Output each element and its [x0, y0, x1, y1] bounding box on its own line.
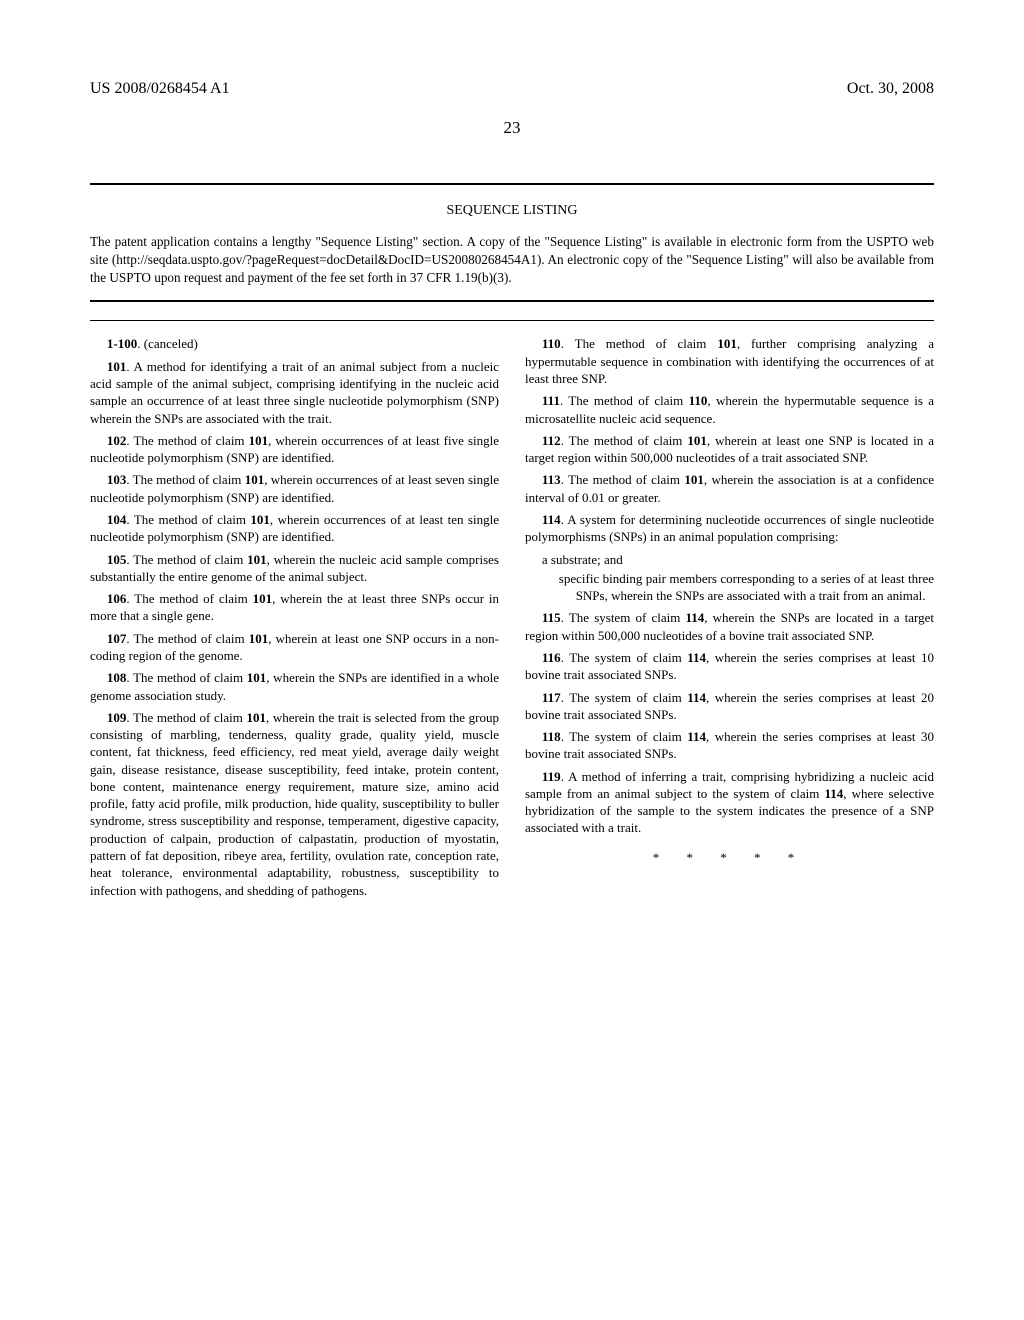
- claim-ref: 101: [247, 552, 267, 567]
- claim-1-100: 1-100. (canceled): [90, 335, 499, 352]
- claim-number: 115: [542, 610, 561, 625]
- claim-number: 107: [107, 631, 127, 646]
- claim-ref: 110: [689, 393, 708, 408]
- claim-number: 116: [542, 650, 561, 665]
- claim-number: 105: [107, 552, 127, 567]
- claim-text: . The method of claim: [126, 710, 246, 725]
- claim-text: . The method of claim: [126, 591, 252, 606]
- claim-number: 108: [107, 670, 127, 685]
- claim-text: . The method of claim: [126, 670, 246, 685]
- claim-ref: 101: [250, 512, 270, 527]
- claim-116: 116. The system of claim 114, wherein th…: [525, 649, 934, 684]
- claim-105: 105. The method of claim 101, wherein th…: [90, 551, 499, 586]
- claim-ref: 101: [249, 631, 269, 646]
- claim-109: 109. The method of claim 101, wherein th…: [90, 709, 499, 899]
- claim-117: 117. The system of claim 114, wherein th…: [525, 689, 934, 724]
- sequence-listing-body: The patent application contains a length…: [90, 233, 934, 286]
- claim-text: . A method for identifying a trait of an…: [90, 359, 499, 426]
- page-header: US 2008/0268454 A1 Oct. 30, 2008: [90, 80, 934, 98]
- claim-text: . The method of claim: [126, 472, 244, 487]
- claim-118: 118. The system of claim 114, wherein th…: [525, 728, 934, 763]
- claim-ref: 114: [825, 786, 844, 801]
- claim-115: 115. The system of claim 114, wherein th…: [525, 609, 934, 644]
- claim-119: 119. A method of inferring a trait, comp…: [525, 768, 934, 837]
- claim-ref: 101: [717, 336, 737, 351]
- claim-text: . A system for determining nucleotide oc…: [525, 512, 934, 544]
- page-number: 23: [90, 118, 934, 138]
- claim-number: 1-100: [107, 336, 137, 351]
- claim-number: 119: [542, 769, 561, 784]
- claim-text: . The system of claim: [561, 729, 688, 744]
- claim-number: 103: [107, 472, 127, 487]
- claim-106: 106. The method of claim 101, wherein th…: [90, 590, 499, 625]
- claim-number: 114: [542, 512, 561, 527]
- claim-110: 110. The method of claim 101, further co…: [525, 335, 934, 387]
- claim-number: 101: [107, 359, 127, 374]
- claim-101: 101. A method for identifying a trait of…: [90, 358, 499, 427]
- claim-number: 117: [542, 690, 561, 705]
- rule-mid-thin: [90, 320, 934, 321]
- end-of-claims-mark: * * * * *: [525, 849, 934, 866]
- claim-text: . The system of claim: [561, 650, 688, 665]
- claim-107: 107. The method of claim 101, wherein at…: [90, 630, 499, 665]
- claim-114-sub2: specific binding pair members correspond…: [559, 570, 934, 605]
- claim-102: 102. The method of claim 101, wherein oc…: [90, 432, 499, 467]
- claim-103: 103. The method of claim 101, wherein oc…: [90, 471, 499, 506]
- claim-text: , wherein the trait is selected from the…: [90, 710, 499, 898]
- claim-ref: 114: [687, 650, 706, 665]
- claim-ref: 101: [247, 670, 267, 685]
- claim-ref: 101: [684, 472, 704, 487]
- claim-number: 111: [542, 393, 560, 408]
- claim-104: 104. The method of claim 101, wherein oc…: [90, 511, 499, 546]
- rule-mid-thick: [90, 300, 934, 302]
- claim-number: 109: [107, 710, 127, 725]
- claim-text: . The method of claim: [126, 552, 247, 567]
- claim-ref: 101: [253, 591, 273, 606]
- claim-text: . The method of claim: [561, 336, 718, 351]
- claim-ref: 101: [246, 710, 266, 725]
- claim-text: . The method of claim: [126, 512, 250, 527]
- claim-number: 106: [107, 591, 127, 606]
- claim-text: . The method of claim: [560, 393, 689, 408]
- claim-ref: 114: [687, 690, 706, 705]
- sequence-listing-title: SEQUENCE LISTING: [90, 203, 934, 219]
- claim-number: 110: [542, 336, 561, 351]
- claim-114: 114. A system for determining nucleotide…: [525, 511, 934, 546]
- claim-114-sub1: a substrate; and: [542, 551, 934, 568]
- claim-111: 111. The method of claim 110, wherein th…: [525, 392, 934, 427]
- publication-date: Oct. 30, 2008: [847, 80, 934, 98]
- claim-number: 102: [107, 433, 127, 448]
- claim-108: 108. The method of claim 101, wherein th…: [90, 669, 499, 704]
- claim-text: . The method of claim: [561, 433, 688, 448]
- rule-top-thick: [90, 183, 934, 185]
- claim-text: . The method of claim: [126, 631, 248, 646]
- claim-ref: 101: [687, 433, 707, 448]
- claim-number: 113: [542, 472, 561, 487]
- claim-text: . The method of claim: [561, 472, 685, 487]
- claim-112: 112. The method of claim 101, wherein at…: [525, 432, 934, 467]
- claim-ref: 101: [245, 472, 265, 487]
- claim-text: . (canceled): [137, 336, 198, 351]
- claim-ref: 114: [687, 729, 706, 744]
- claim-number: 112: [542, 433, 561, 448]
- claim-text: . The system of claim: [561, 690, 688, 705]
- claim-ref: 101: [249, 433, 269, 448]
- claim-text: . The method of claim: [126, 433, 248, 448]
- claims-columns: 1-100. (canceled) 101. A method for iden…: [90, 335, 934, 898]
- claim-ref: 114: [685, 610, 704, 625]
- claim-number: 104: [107, 512, 127, 527]
- claim-text: . The system of claim: [561, 610, 686, 625]
- claim-number: 118: [542, 729, 561, 744]
- claim-113: 113. The method of claim 101, wherein th…: [525, 471, 934, 506]
- publication-number: US 2008/0268454 A1: [90, 80, 230, 98]
